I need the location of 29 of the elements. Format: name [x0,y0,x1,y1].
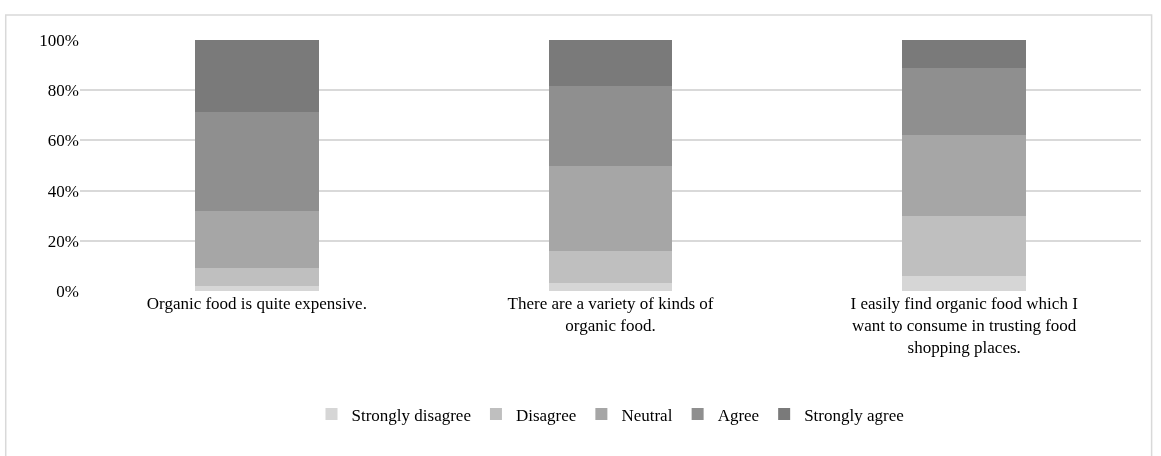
legend-label: Neutral [621,405,673,425]
y-tick-label: 100% [39,30,79,50]
bar [194,111,319,211]
bar [902,135,1027,216]
y-tick-label: 0% [56,281,79,301]
legend-label: Disagree [515,405,577,425]
bar [902,40,1027,68]
bar [548,283,673,291]
y-tick-label: 20% [47,231,79,251]
bar [902,67,1027,136]
y-tick-label: 40% [47,181,79,201]
x-tick-label: There are a variety of kinds of organic food. [507,294,714,336]
bar [548,165,673,251]
bar [194,40,319,112]
y-tick-label: 80% [47,81,79,101]
bar [548,250,673,284]
y-tick-label: 60% [47,131,79,151]
x-tick-label: Organic food is quite expensive. [146,294,367,313]
bar [548,86,673,166]
legend-label: Agree [717,405,760,425]
bar [902,275,1027,291]
bar [548,40,673,87]
legend-label: Strongly disagree [351,405,471,425]
bar [194,210,319,269]
bar [194,285,319,291]
bar [902,215,1027,276]
legend-label: Strongly agree [804,405,904,425]
bar [194,268,319,286]
x-tick-label: I easily find organic food which I want to consume in trusting food shopping places. [850,294,1079,358]
